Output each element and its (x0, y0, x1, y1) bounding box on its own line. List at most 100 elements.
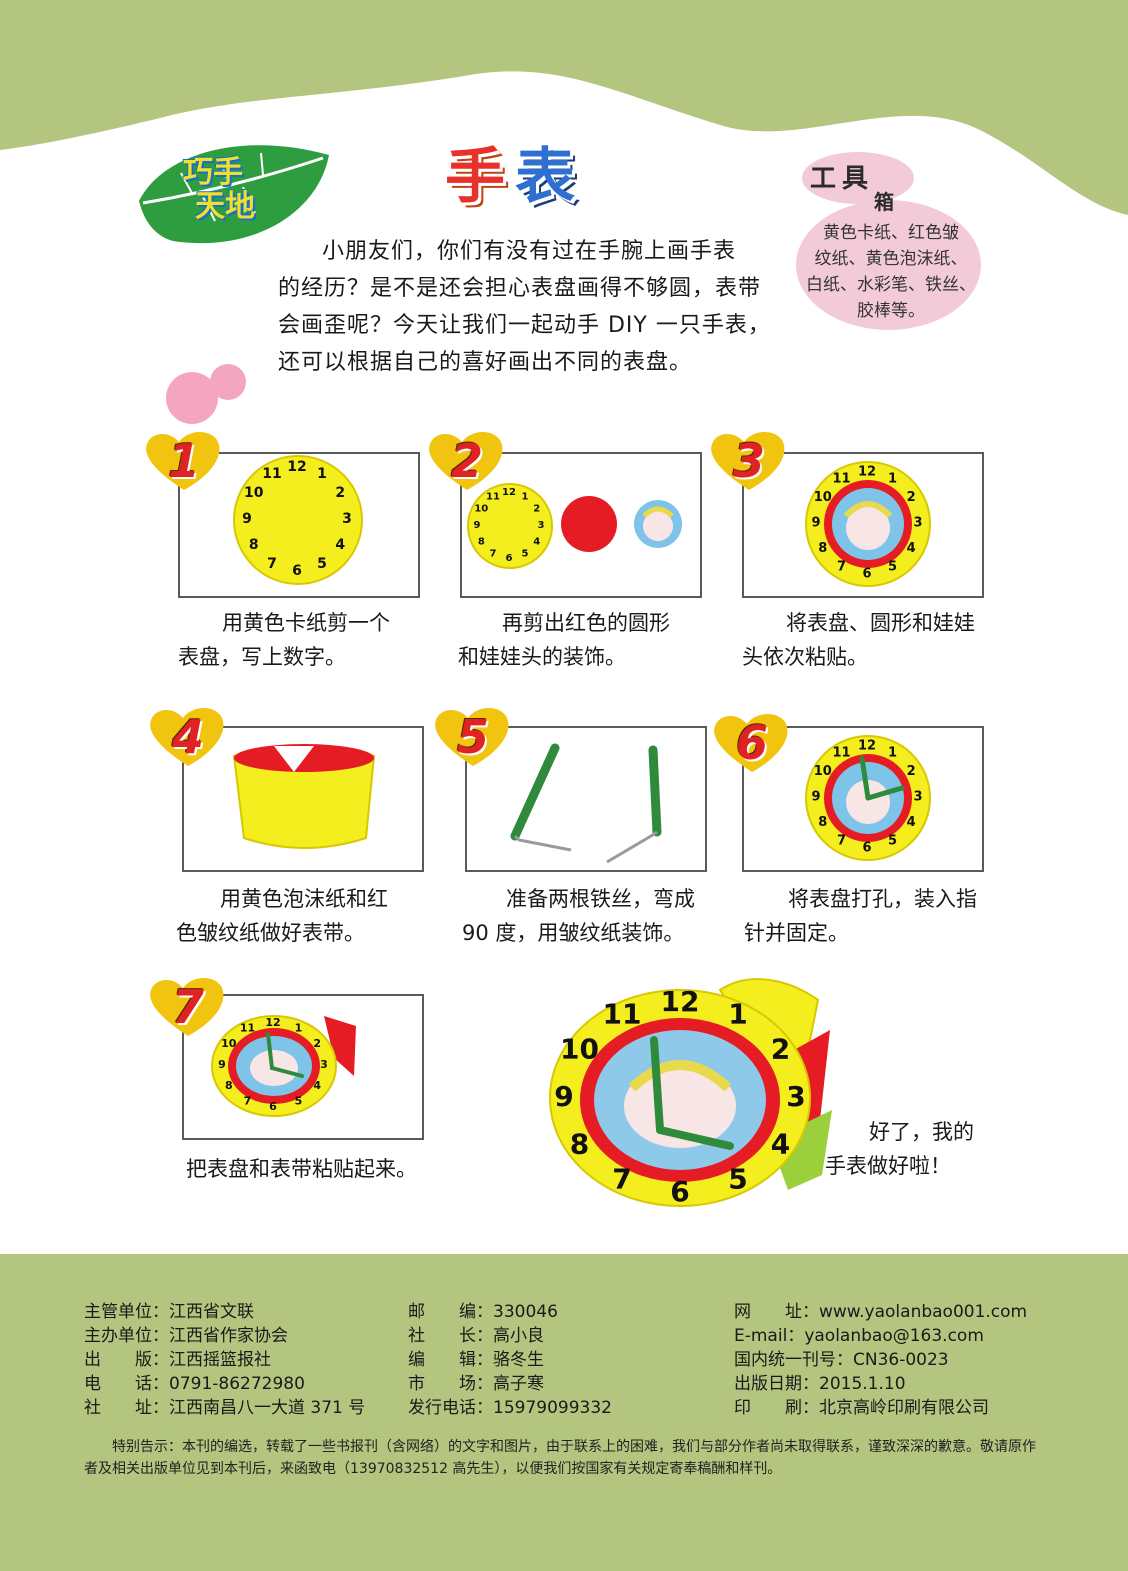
step-7-frame (182, 994, 424, 1140)
footer-column-1: 主管单位：江西省文联 主办单位：江西省作家协会 出 版：江西摇篮报社 电 话：0… (84, 1300, 365, 1420)
clock-numeral: 4 (313, 1079, 321, 1092)
clock-numeral: 6 (862, 567, 871, 582)
step-4-frame (182, 726, 424, 872)
footer-row: 出版日期：2015.1.10 (734, 1374, 906, 1394)
page-title: 手表 (445, 128, 585, 215)
clock-numeral: 7 (490, 549, 497, 560)
toolbox: 工具箱 黄色卡纸、红色皱 纹纸、黄色泡沫纸、 白纸、水彩笔、铁丝、 胶棒等。 (796, 150, 986, 330)
toolbox-items: 黄色卡纸、红色皱 纹纸、黄色泡沫纸、 白纸、水彩笔、铁丝、 胶棒等。 (802, 220, 980, 324)
clock-numeral: 12 (502, 487, 516, 498)
caption-line: 90 度，用皱纹纸装饰。 (462, 921, 685, 945)
clock-numeral: 5 (728, 1162, 747, 1195)
clock-numeral: 10 (474, 504, 488, 515)
clock-numeral: 3 (786, 1080, 805, 1113)
step-2-frame (460, 452, 702, 598)
clock-numeral: 4 (907, 815, 916, 830)
footer-row: 电 话：0791-86272980 (84, 1374, 305, 1394)
clock-numeral: 11 (262, 466, 281, 482)
toolbox-item-line: 胶棒等。 (857, 301, 925, 321)
clock-numeral: 4 (907, 541, 916, 556)
step-3-number: 3 (732, 434, 765, 488)
clock-numeral: 8 (570, 1128, 589, 1161)
step-2-illustration (467, 483, 682, 569)
toolbox-title: 工具箱 (810, 158, 900, 214)
clock-numeral: 6 (670, 1175, 689, 1208)
clock-numeral: 9 (218, 1058, 226, 1071)
step-6-illustration (805, 735, 931, 861)
intro-line: 小朋友们，你们有没有过在手腕上画手表 (322, 239, 737, 264)
clock-numeral: 8 (818, 541, 827, 556)
step-1-frame (178, 452, 420, 598)
step-7-number: 7 (171, 980, 204, 1034)
step-1-number: 1 (167, 434, 200, 488)
caption-line: 色皱纹纸做好表带。 (176, 921, 365, 945)
clock-numeral: 5 (295, 1094, 303, 1107)
clock-numeral: 12 (265, 1016, 280, 1029)
footer-row: 社 长：高小良 (408, 1326, 544, 1346)
clock-numeral: 2 (907, 764, 916, 779)
caption-line: 针并固定。 (744, 921, 849, 945)
clock-numeral: 3 (538, 520, 545, 531)
clock-numeral: 6 (269, 1100, 277, 1113)
toolbox-title-bubble (802, 152, 914, 204)
clock-numeral: 2 (907, 490, 916, 505)
clock-numeral: 9 (242, 511, 252, 527)
footer-row: 国内统一刊号：CN36-0023 (734, 1350, 949, 1370)
toolbox-item-line: 白纸、水彩笔、铁丝、 (806, 275, 976, 295)
intro-paragraph: 小朋友们，你们有没有过在手腕上画手表 的经历？是不是还会担心表盘画得不够圆，表带… (278, 233, 798, 381)
toolbox-item-line: 黄色卡纸、红色皱 (823, 223, 959, 243)
finish-line: 好了，我的 (869, 1120, 974, 1144)
clock-numeral: 9 (811, 790, 820, 805)
clock-numeral: 10 (814, 764, 832, 779)
clock-numeral: 2 (771, 1033, 790, 1066)
title-char-1: 手 (445, 142, 515, 212)
clock-numeral: 4 (771, 1128, 790, 1161)
clock-numeral: 5 (522, 549, 529, 560)
caption-line: 准备两根铁丝，弯成 (506, 887, 695, 911)
clock-numeral: 5 (888, 834, 897, 849)
title-char-2: 表 (515, 142, 585, 212)
clock-numeral: 10 (560, 1033, 599, 1066)
clock-numeral: 5 (317, 556, 327, 572)
step-1-caption: 用黄色卡纸剪一个 表盘，写上数字。 (178, 606, 428, 674)
heart-icon (711, 431, 785, 490)
clock-numeral: 6 (862, 841, 871, 856)
footer-band (0, 1254, 1128, 1571)
caption-line: 用黄色泡沫纸和红 (220, 887, 388, 911)
clock-numeral: 1 (317, 466, 327, 482)
clock-numeral: 4 (533, 537, 540, 548)
clock-numeral: 2 (335, 485, 345, 501)
clock-numeral: 3 (320, 1058, 328, 1071)
heart-icon (150, 977, 224, 1036)
clock-numeral: 6 (292, 563, 302, 579)
clock-numeral: 1 (728, 998, 747, 1031)
header-wave (0, 0, 1128, 215)
step-4-illustration (232, 744, 376, 849)
column-name-line2: 天地 (195, 189, 255, 224)
clock-numeral: 12 (858, 739, 876, 754)
clock-numeral: 7 (612, 1162, 631, 1195)
clock-numeral: 11 (486, 491, 500, 502)
step-5-illustration (510, 743, 662, 864)
step-6-number: 6 (735, 716, 768, 770)
clock-numeral: 2 (313, 1037, 321, 1050)
clock-numeral: 3 (913, 790, 922, 805)
step-6-frame (742, 726, 984, 872)
caption-line: 和娃娃头的装饰。 (458, 645, 626, 669)
step-4-number: 4 (171, 710, 204, 764)
clock-numeral: 4 (335, 537, 345, 553)
clock-numeral: 10 (244, 485, 264, 501)
intro-line: 的经历？是不是还会担心表盘画得不够圆，表带 (278, 276, 762, 301)
step-2-number: 2 (450, 434, 483, 488)
clock-numeral: 1 (888, 745, 897, 760)
clock-numeral: 2 (533, 504, 540, 515)
clock-numeral: 12 (287, 459, 306, 475)
heart-icon (435, 707, 509, 766)
step-7-caption: 把表盘和表带粘贴起来。 (186, 1152, 486, 1186)
clock-numeral: 3 (913, 516, 922, 531)
clock-numeral: 10 (221, 1037, 237, 1050)
toolbox-title-main: 工具 (810, 164, 875, 194)
caption-line: 把表盘和表带粘贴起来。 (186, 1157, 417, 1181)
copyright-notice: 特别告示：本刊的编选，转载了一些书报刊（含网络）的文字和图片，由于联系上的困难，… (84, 1439, 1036, 1477)
